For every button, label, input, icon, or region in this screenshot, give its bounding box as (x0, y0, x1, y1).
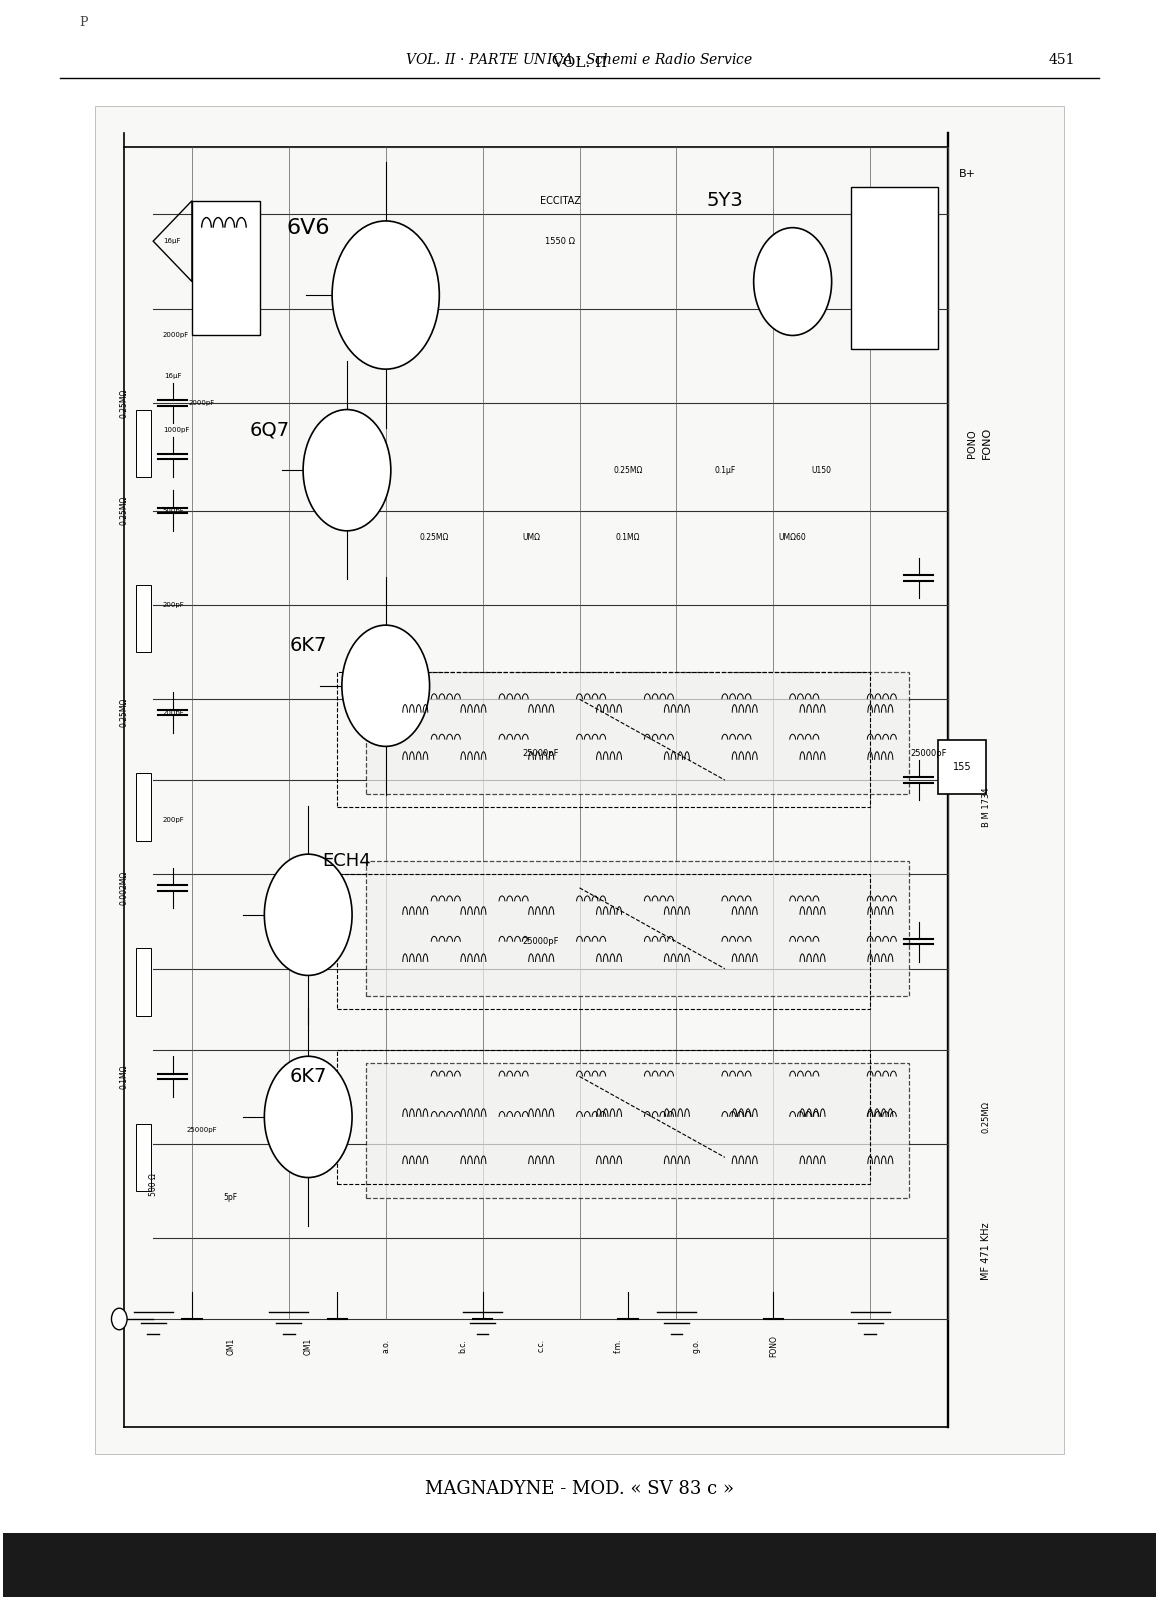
Text: 16μF: 16μF (163, 373, 181, 379)
Text: U150: U150 (811, 466, 832, 475)
Bar (2, 1533, 1157, 1597)
Bar (136, 773, 151, 840)
Text: c.c.: c.c. (537, 1339, 545, 1352)
Text: 2000pF: 2000pF (163, 333, 189, 339)
Text: OM1: OM1 (304, 1338, 313, 1355)
Text: 25000pF: 25000pF (523, 749, 559, 758)
Text: 0.25MΩ: 0.25MΩ (119, 698, 129, 728)
Circle shape (111, 1309, 127, 1330)
Text: ECH4: ECH4 (322, 851, 371, 870)
Text: 0.25MΩ: 0.25MΩ (982, 1101, 991, 1133)
Text: 0.25MΩ: 0.25MΩ (420, 533, 449, 542)
Bar (136, 949, 151, 1016)
Text: 25000pF: 25000pF (910, 749, 947, 758)
Text: 200pF: 200pF (163, 602, 184, 608)
Text: 200pF: 200pF (163, 710, 184, 715)
Text: 0.1μF: 0.1μF (714, 466, 736, 475)
Circle shape (304, 410, 391, 531)
Bar (136, 584, 151, 653)
Text: PONO: PONO (967, 429, 977, 458)
Text: B M 1734: B M 1734 (982, 787, 991, 827)
Bar (366, 861, 909, 995)
Text: 500 Ω: 500 Ω (148, 1173, 158, 1195)
Bar (192, 200, 260, 336)
Text: 500pF: 500pF (163, 507, 184, 514)
Text: MF 471 KHz: MF 471 KHz (982, 1222, 991, 1280)
Bar (851, 187, 938, 349)
Text: ECCITAZ: ECCITAZ (540, 195, 581, 206)
Text: 155: 155 (953, 762, 971, 771)
Text: VOL. II: VOL. II (552, 56, 607, 70)
Text: FONO: FONO (768, 1334, 778, 1357)
Text: 2000pF: 2000pF (189, 400, 214, 406)
Text: MAGNADYNE - MOD. « SV 83 c »: MAGNADYNE - MOD. « SV 83 c » (425, 1480, 734, 1498)
Circle shape (342, 626, 430, 746)
Text: g.o.: g.o. (691, 1339, 700, 1354)
Text: f.m.: f.m. (614, 1339, 622, 1354)
Text: B+: B+ (958, 168, 976, 179)
Text: 6K7: 6K7 (290, 1067, 327, 1086)
Text: 6Q7: 6Q7 (249, 421, 290, 440)
Text: 0.25MΩ: 0.25MΩ (119, 496, 129, 525)
Text: UMΩ: UMΩ (522, 533, 540, 542)
Text: 6K7: 6K7 (290, 635, 327, 654)
Text: P: P (79, 16, 88, 29)
Text: 5pF: 5pF (224, 1194, 238, 1202)
Text: 16μF: 16μF (163, 238, 181, 245)
Bar (938, 739, 986, 794)
Circle shape (753, 227, 832, 336)
Text: a.o.: a.o. (381, 1339, 391, 1354)
Text: 0.002MΩ: 0.002MΩ (119, 870, 129, 906)
Text: 0.1MΩ: 0.1MΩ (119, 1064, 129, 1088)
Text: 25000pF: 25000pF (187, 1128, 217, 1133)
Text: 200pF: 200pF (163, 818, 184, 824)
Bar (366, 1062, 909, 1198)
Text: 0.1MΩ: 0.1MΩ (615, 533, 640, 542)
Text: 6V6: 6V6 (286, 218, 330, 238)
Text: 1000pF: 1000pF (163, 427, 189, 432)
Circle shape (264, 854, 352, 976)
Text: VOL. II $\cdot$ PARTE UNICA $\cdot$ Schemi e Radio Service: VOL. II $\cdot$ PARTE UNICA $\cdot$ Sche… (406, 51, 753, 67)
Text: 25000pF: 25000pF (523, 938, 559, 946)
Bar (366, 672, 909, 794)
Text: 451: 451 (1049, 53, 1076, 67)
Circle shape (264, 1056, 352, 1178)
Text: OM1: OM1 (226, 1338, 235, 1355)
Text: FONO: FONO (982, 427, 991, 459)
Bar (337, 1050, 870, 1184)
Circle shape (333, 221, 439, 370)
Bar (136, 1123, 151, 1190)
Bar (95, 107, 1064, 1454)
Text: 0.25MΩ: 0.25MΩ (119, 389, 129, 418)
Text: b.c.: b.c. (459, 1339, 468, 1354)
Text: UMΩ60: UMΩ60 (779, 533, 807, 542)
Bar (337, 672, 870, 806)
Bar (337, 874, 870, 1010)
Bar (136, 410, 151, 477)
Text: 0.25MΩ: 0.25MΩ (613, 466, 642, 475)
Text: 5Y3: 5Y3 (707, 192, 743, 210)
Text: 1550 Ω: 1550 Ω (545, 237, 575, 246)
